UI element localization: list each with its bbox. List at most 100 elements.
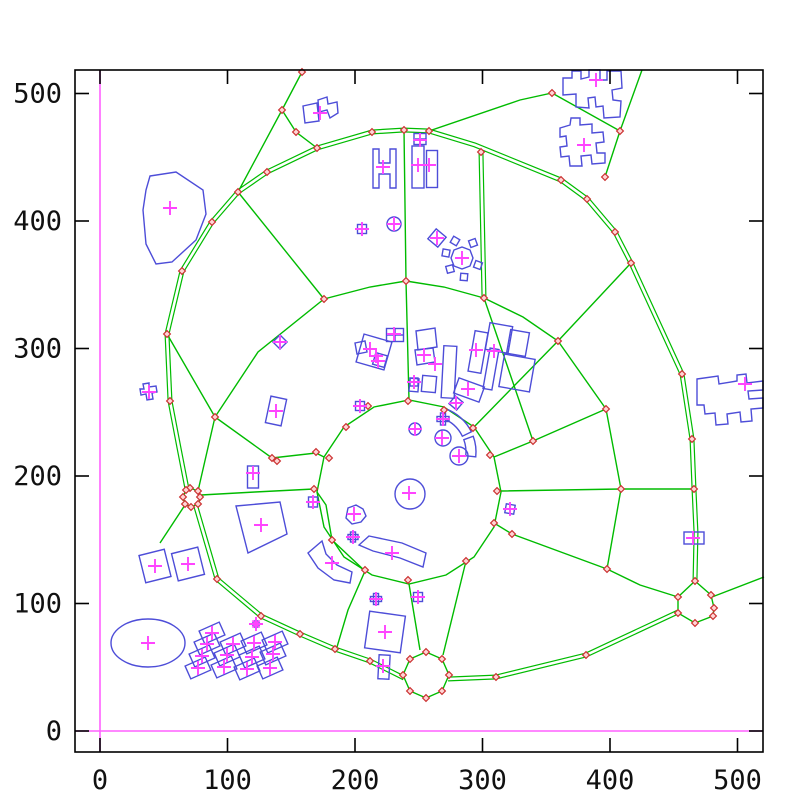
road — [604, 130, 621, 178]
building-outline — [394, 478, 426, 510]
y-axis-tick-label: 500 — [13, 79, 62, 110]
junction-diamond-marker — [424, 126, 434, 136]
junction-diamond-marker — [690, 576, 700, 586]
junction-diamond-marker — [399, 125, 409, 135]
centroid-cross-marker — [369, 592, 383, 606]
centroid-cross-marker — [363, 342, 377, 356]
centroid-cross-marker — [413, 133, 427, 147]
junction-diamond-marker — [403, 575, 413, 585]
building-outline — [441, 248, 451, 258]
junction-markers — [162, 67, 719, 703]
building-outline — [372, 148, 397, 189]
road — [200, 488, 315, 496]
building-outline — [210, 655, 238, 679]
road — [472, 262, 632, 429]
building-outline — [363, 610, 407, 654]
building-outline — [238, 645, 266, 669]
junction-diamond-marker — [291, 127, 301, 137]
centroid-cross-marker — [411, 590, 425, 604]
building-outline — [444, 263, 456, 275]
junction-diamond-marker — [324, 453, 334, 463]
road — [214, 416, 325, 459]
building-outline — [450, 246, 474, 270]
centroid-cross-marker — [417, 348, 431, 362]
centroid-cross-marker — [273, 335, 287, 349]
junction-diamond-marker — [492, 486, 502, 496]
centroid-cross-marker — [385, 546, 399, 560]
building-outline — [426, 227, 448, 249]
junction-diamond-marker — [581, 650, 591, 660]
junction-diamond-marker — [479, 293, 489, 303]
junction-diamond-marker — [687, 434, 697, 444]
junction-diamond-marker — [319, 294, 329, 304]
junction-diamond-marker — [398, 670, 408, 680]
junction-diamond-marker — [600, 172, 610, 182]
junction-diamond-marker — [207, 217, 217, 227]
junction-diamond-marker — [673, 592, 683, 602]
building-outline — [357, 535, 427, 568]
building-outline — [683, 531, 705, 545]
y-axis-tick-label: 400 — [13, 206, 62, 237]
building-outline — [385, 327, 405, 343]
centroid-cross-marker — [266, 647, 280, 661]
building-outline — [259, 642, 287, 666]
centroid-cross-marker — [436, 412, 450, 426]
y-axis-tick-label: 200 — [13, 461, 62, 492]
building-outline — [138, 548, 172, 584]
centroid-cross-marker — [195, 649, 209, 663]
centroid-cross-marker — [200, 637, 214, 651]
centroid-cross-marker — [452, 449, 466, 463]
centroid-cross-marker — [355, 222, 369, 236]
junction-diamond-marker — [212, 574, 222, 584]
junction-diamond-marker — [178, 492, 188, 502]
junction-diamond-marker — [405, 654, 415, 664]
building-outline — [482, 347, 500, 391]
plot-frame — [74, 69, 764, 753]
junction-diamond-marker — [360, 565, 370, 575]
centroid-cross-marker — [686, 531, 700, 545]
y-axis-tick-label: 300 — [13, 334, 62, 365]
building-outline — [498, 353, 536, 393]
x-axis-tick-label: 400 — [586, 765, 635, 796]
junction-diamond-marker — [256, 611, 266, 621]
centroid-cross-marker — [306, 495, 320, 509]
junction-diamond-marker — [162, 329, 172, 339]
centroid-cross-marker — [220, 648, 234, 662]
centroid-cross-marker — [371, 354, 385, 368]
junction-diamond-marker — [272, 456, 282, 466]
junction-diamond-marker — [437, 686, 447, 696]
junction-diamond-marker — [706, 590, 716, 600]
building-outline — [472, 259, 484, 271]
junction-diamond-marker — [476, 147, 486, 157]
building-outline — [345, 504, 367, 525]
centroid-cross-marker — [247, 636, 261, 650]
road — [500, 488, 693, 492]
centroid-cross-marker — [347, 507, 361, 521]
centroid-cross-marker — [269, 404, 283, 418]
centroid-cross-marker — [428, 357, 442, 371]
centroid-cross-marker — [353, 399, 367, 413]
centroid-cross-marker — [435, 431, 449, 445]
junction-diamond-marker — [186, 502, 196, 512]
y-axis-tick-label: 100 — [13, 589, 62, 620]
centroid-cross-marker — [254, 518, 268, 532]
junction-diamond-marker — [485, 450, 495, 460]
centroid-cross-marker — [449, 396, 463, 410]
junction-diamond-marker — [363, 401, 373, 411]
centroid-cross-marker — [217, 660, 231, 674]
centroid-cross-marker-rotated — [251, 619, 261, 629]
building-outline — [447, 394, 465, 412]
junction-diamond-marker — [602, 564, 612, 574]
x-axis-tick-label: 300 — [458, 765, 507, 796]
building-outline — [110, 618, 186, 668]
road — [237, 191, 325, 300]
junction-diamond-marker — [262, 167, 272, 177]
centroid-cross-marker — [246, 466, 260, 480]
building-outline — [256, 656, 284, 680]
junction-diamond-marker — [327, 535, 337, 545]
road — [281, 109, 318, 149]
centroid-cross-marker — [407, 375, 421, 389]
junction-diamond-marker — [401, 276, 411, 286]
centroid-markers — [141, 73, 752, 676]
